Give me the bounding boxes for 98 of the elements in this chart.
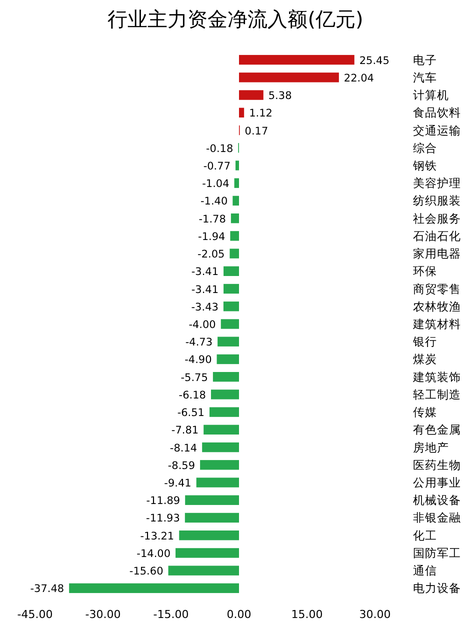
bar xyxy=(204,424,239,435)
bar xyxy=(168,566,239,576)
bar xyxy=(69,583,239,594)
data-label: -13.21 xyxy=(140,530,174,542)
bar xyxy=(224,266,239,276)
data-label: 25.45 xyxy=(359,54,390,67)
bar xyxy=(185,495,239,505)
bar xyxy=(230,248,239,258)
data-label: -37.48 xyxy=(30,583,64,596)
bar xyxy=(210,390,239,400)
data-label: -14.00 xyxy=(136,548,171,560)
data-label: -3.41 xyxy=(191,266,219,278)
bar xyxy=(232,196,239,206)
y-tick-label: 家用电器 xyxy=(413,246,461,261)
data-label: -5.75 xyxy=(180,372,208,384)
y-tick-label: 公用事业 xyxy=(413,476,461,490)
y-tick-label: 通信 xyxy=(413,564,437,578)
bar xyxy=(196,478,239,488)
y-tick-label: 纺织服装 xyxy=(413,194,461,208)
y-tick-label: 建筑装饰 xyxy=(412,370,461,384)
y-tick-label: 钢铁 xyxy=(412,158,437,172)
bar xyxy=(236,160,239,170)
data-label: -0.18 xyxy=(206,142,234,155)
bar xyxy=(218,336,239,346)
data-label: -11.89 xyxy=(146,495,180,508)
y-tick-label: 轻工制造 xyxy=(413,387,461,402)
data-label: -4.00 xyxy=(188,319,216,331)
data-label: -6.18 xyxy=(178,389,206,402)
y-tick-label: 石油石化 xyxy=(413,228,461,243)
y-tick-label: 环保 xyxy=(413,264,437,278)
data-label: -7.81 xyxy=(171,424,199,437)
bar xyxy=(179,530,239,540)
x-tick-label: 0.00 xyxy=(226,608,252,621)
bar xyxy=(223,302,239,312)
y-tick-label: 建筑材料 xyxy=(412,317,461,331)
data-label: -4.73 xyxy=(185,336,213,349)
bar xyxy=(184,512,239,523)
y-tick-label: 机械设备 xyxy=(413,493,461,508)
data-label: -1.94 xyxy=(198,230,226,243)
bar xyxy=(202,442,239,452)
x-tick-label: 15.00 xyxy=(291,608,323,621)
bar xyxy=(230,213,239,224)
y-tick-label: 传媒 xyxy=(413,405,437,420)
x-tick-label: 30.00 xyxy=(359,608,391,621)
data-label: 22.04 xyxy=(344,72,374,84)
y-tick-label: 煤炭 xyxy=(413,352,437,366)
bar xyxy=(216,354,239,364)
bar xyxy=(176,548,239,558)
y-tick-label: 汽车 xyxy=(413,70,437,84)
data-label: -3.41 xyxy=(191,284,219,296)
bar xyxy=(209,407,239,417)
data-label: -4.90 xyxy=(184,354,212,366)
x-tick-label: -30.00 xyxy=(85,608,121,621)
bar xyxy=(224,284,239,294)
data-label: -6.51 xyxy=(177,407,204,420)
data-label: -1.04 xyxy=(202,178,230,190)
bar xyxy=(220,319,239,329)
data-label: 5.38 xyxy=(268,90,292,102)
bar xyxy=(239,90,264,100)
y-tick-label: 计算机 xyxy=(413,88,449,102)
data-label: -15.60 xyxy=(129,566,164,578)
y-tick-label: 化工 xyxy=(413,528,437,542)
y-tick-label: 国防军工 xyxy=(413,546,461,560)
y-tick-label: 有色金属 xyxy=(413,422,461,437)
data-label: -2.05 xyxy=(198,248,225,261)
y-tick-label: 非银金融 xyxy=(413,510,461,525)
bar xyxy=(230,231,239,241)
bar xyxy=(200,460,239,470)
y-tick-label: 交通运输 xyxy=(413,123,461,138)
y-tick-label: 商贸零售 xyxy=(413,282,461,296)
data-label: -0.77 xyxy=(203,160,231,172)
data-label: -3.43 xyxy=(191,301,218,314)
data-label: -8.14 xyxy=(170,442,198,454)
bar xyxy=(212,372,239,382)
y-tick-label: 房地产 xyxy=(413,440,449,454)
data-label: -11.93 xyxy=(146,512,180,525)
y-tick-label: 农林牧渔 xyxy=(413,299,461,314)
y-tick-label: 社会服务 xyxy=(413,211,461,226)
bar xyxy=(239,108,244,118)
chart-title: 行业主力资金净流入额(亿元) xyxy=(108,7,364,31)
y-tick-label: 电子 xyxy=(413,52,437,67)
bar xyxy=(234,178,239,188)
x-tick-label: -45.00 xyxy=(17,608,53,621)
data-label: 0.17 xyxy=(244,125,268,138)
x-tick-label: -15.00 xyxy=(153,608,189,621)
data-label: -1.78 xyxy=(198,213,226,226)
y-tick-label: 医药生物 xyxy=(413,458,461,472)
y-tick-label: 电力设备 xyxy=(413,581,461,596)
bar xyxy=(239,72,339,82)
bar xyxy=(239,54,354,65)
y-tick-label: 食品饮料 xyxy=(413,106,461,120)
data-label: -8.59 xyxy=(168,460,196,472)
y-tick-label: 美容护理 xyxy=(413,176,461,190)
data-label: 1.12 xyxy=(249,108,272,120)
data-label: -9.41 xyxy=(164,478,192,490)
data-label: -1.40 xyxy=(200,196,228,208)
y-tick-label: 综合 xyxy=(413,140,437,155)
y-tick-label: 银行 xyxy=(412,334,437,349)
